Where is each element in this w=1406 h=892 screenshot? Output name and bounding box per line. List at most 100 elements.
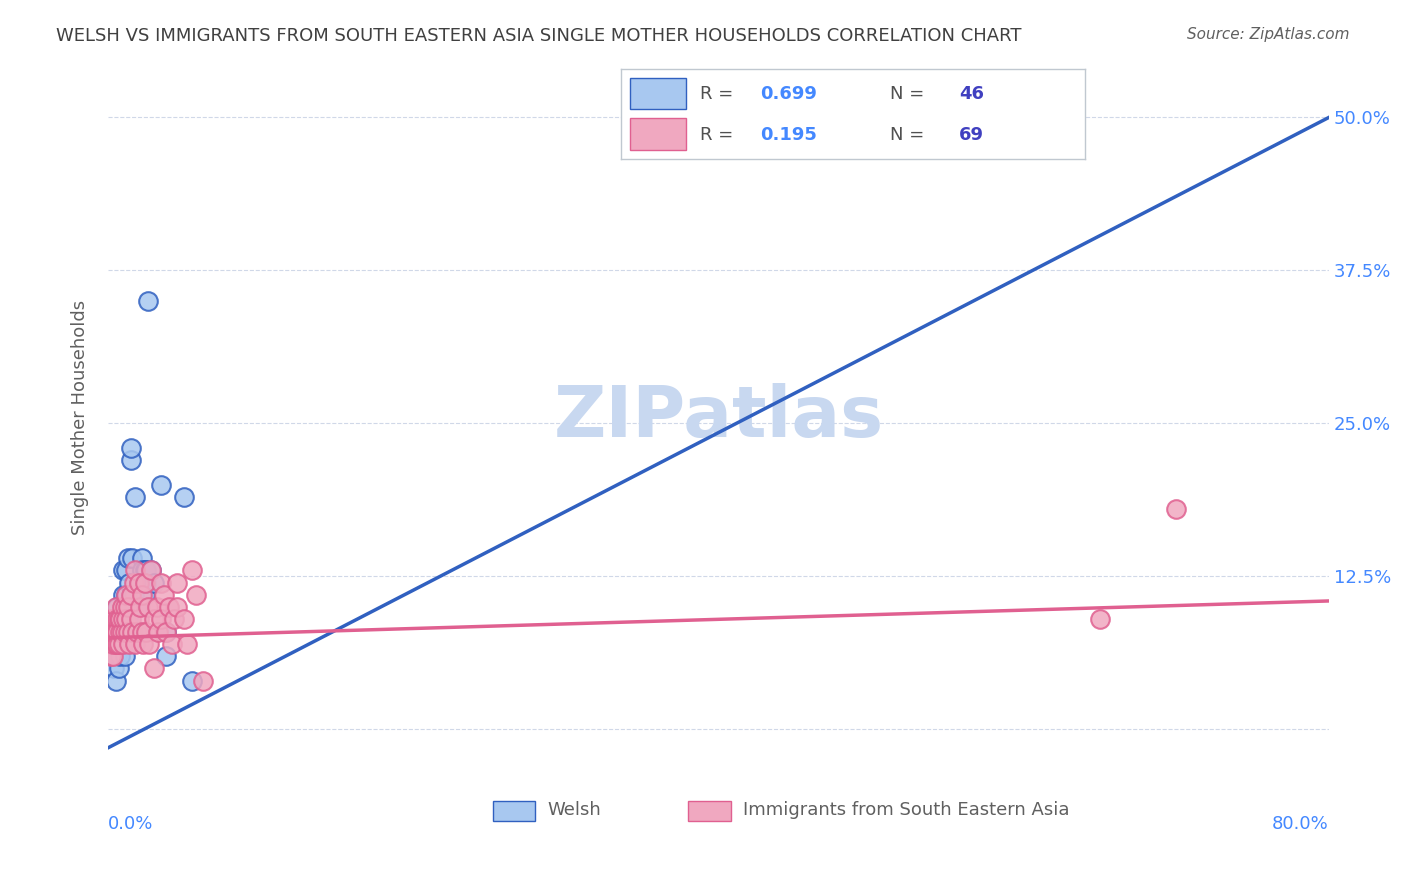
Point	[100, 624, 122, 639]
Point	[122, 575, 145, 590]
Point	[103, 661, 125, 675]
Point	[112, 588, 135, 602]
Point	[111, 637, 134, 651]
Point	[101, 637, 124, 651]
Point	[104, 637, 127, 651]
Point	[104, 612, 127, 626]
Point	[108, 624, 131, 639]
Point	[103, 624, 125, 639]
Point	[173, 612, 195, 626]
Point	[150, 477, 173, 491]
Point	[136, 294, 159, 309]
Point	[173, 490, 195, 504]
Point	[134, 588, 156, 602]
Point	[112, 563, 135, 577]
Point	[150, 612, 173, 626]
Text: Source: ZipAtlas.com: Source: ZipAtlas.com	[1187, 27, 1350, 42]
Point	[120, 612, 142, 626]
Point	[135, 575, 157, 590]
Point	[131, 551, 153, 566]
Point	[138, 637, 160, 651]
Point	[117, 600, 139, 615]
Point	[115, 612, 138, 626]
Point	[101, 637, 124, 651]
Point	[111, 600, 134, 615]
Point	[98, 624, 121, 639]
Point	[135, 624, 157, 639]
Point	[139, 563, 162, 577]
Point	[100, 637, 122, 651]
FancyBboxPatch shape	[688, 801, 731, 821]
Point	[128, 624, 150, 639]
Point	[129, 600, 152, 615]
Point	[131, 563, 153, 577]
Point	[186, 588, 208, 602]
Point	[118, 637, 141, 651]
Point	[120, 453, 142, 467]
Point	[104, 600, 127, 615]
Point	[1166, 502, 1188, 516]
Point	[105, 600, 128, 615]
Text: Welsh: Welsh	[547, 801, 602, 819]
Point	[180, 673, 202, 688]
Point	[160, 637, 183, 651]
Point	[146, 600, 169, 615]
Point	[108, 612, 131, 626]
Point	[107, 661, 129, 675]
Point	[128, 575, 150, 590]
Point	[157, 600, 180, 615]
Point	[111, 624, 134, 639]
Point	[166, 575, 188, 590]
Point	[98, 637, 121, 651]
Point	[114, 600, 136, 615]
Point	[107, 637, 129, 651]
Point	[1043, 135, 1066, 149]
Point	[111, 612, 134, 626]
Point	[125, 624, 148, 639]
Point	[131, 588, 153, 602]
Text: 0.0%: 0.0%	[108, 815, 153, 833]
Point	[108, 624, 131, 639]
Point	[125, 600, 148, 615]
Point	[148, 624, 170, 639]
Point	[176, 637, 198, 651]
Point	[100, 612, 122, 626]
Point	[120, 588, 142, 602]
Point	[121, 551, 143, 566]
Point	[115, 563, 138, 577]
Point	[122, 588, 145, 602]
Point	[142, 575, 165, 590]
Point	[135, 563, 157, 577]
Point	[101, 648, 124, 663]
Point	[134, 563, 156, 577]
Point	[124, 490, 146, 504]
Text: ZIPatlas: ZIPatlas	[554, 383, 883, 452]
Point	[114, 648, 136, 663]
Point	[131, 624, 153, 639]
Point	[121, 624, 143, 639]
Point	[105, 648, 128, 663]
Point	[150, 575, 173, 590]
Point	[142, 612, 165, 626]
Y-axis label: Single Mother Households: Single Mother Households	[72, 300, 89, 535]
Point	[112, 612, 135, 626]
Point	[153, 588, 176, 602]
Point	[100, 648, 122, 663]
Point	[1088, 612, 1111, 626]
Point	[128, 612, 150, 626]
Point	[101, 624, 124, 639]
Point	[139, 563, 162, 577]
Point	[103, 624, 125, 639]
Point	[117, 624, 139, 639]
Point	[114, 624, 136, 639]
Point	[166, 600, 188, 615]
Point	[105, 612, 128, 626]
Point	[132, 637, 155, 651]
Point	[117, 551, 139, 566]
Point	[128, 575, 150, 590]
Point	[107, 612, 129, 626]
Point	[124, 563, 146, 577]
Point	[115, 588, 138, 602]
Point	[105, 624, 128, 639]
Point	[155, 624, 177, 639]
